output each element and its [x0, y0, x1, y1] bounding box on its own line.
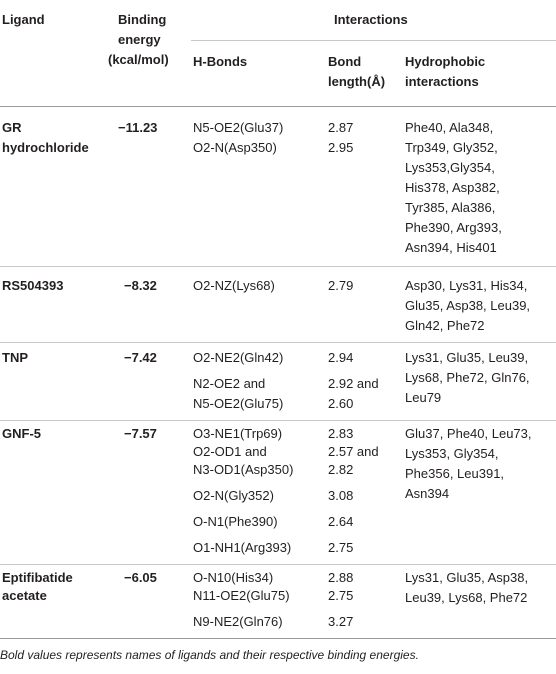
ligand-name: GR — [2, 120, 22, 135]
row-divider — [0, 266, 556, 267]
hbond: N2-OE2 and — [193, 376, 266, 391]
hydrophobic: Asn394, His401 — [405, 240, 497, 255]
ligand-name: GNF-5 — [2, 426, 41, 441]
header-binding-energy-3: (kcal/mol) — [108, 52, 169, 67]
bond-length: 2.57 and — [328, 444, 379, 459]
header-interactions: Interactions — [334, 12, 408, 27]
bond-length: 3.27 — [328, 614, 354, 629]
header-bond-length-2: length(Å) — [328, 74, 386, 89]
hydrophobic: Glu37, Phe40, Leu73, — [405, 426, 532, 441]
row-divider — [0, 564, 556, 565]
hydrophobic: Lys31, Glu35, Leu39, — [405, 350, 529, 365]
hydrophobic: Lys353, Gly354, — [405, 446, 499, 461]
header-hbonds: H-Bonds — [193, 54, 248, 69]
hbond: O-N1(Phe390) — [193, 514, 278, 529]
header-hydrophobic-2: interactions — [405, 74, 479, 89]
bond-length: 2.75 — [328, 540, 354, 555]
binding-energy: −11.23 — [118, 120, 158, 135]
header-subdivider — [191, 40, 556, 41]
ligand-name: RS504393 — [2, 278, 64, 293]
table-bottom-rule — [0, 638, 556, 639]
hydrophobic: Phe40, Ala348, — [405, 120, 494, 135]
row-divider — [0, 420, 556, 421]
hydrophobic: Glu35, Asp38, Leu39, — [405, 298, 531, 313]
hbond: O3-NE1(Trp69) — [193, 426, 283, 441]
bond-length: 3.08 — [328, 488, 354, 503]
ligand-name: hydrochloride — [2, 140, 89, 155]
row-divider — [0, 342, 556, 343]
header-binding-energy-1: Binding — [118, 12, 167, 27]
hbond: O2-N(Gly352) — [193, 488, 274, 503]
hydrophobic: Phe356, Leu391, — [405, 466, 505, 481]
hydrophobic: Phe390, Arg393, — [405, 220, 502, 235]
hydrophobic: Lys68, Phe72, Gln76, — [405, 370, 530, 385]
bond-length: 2.82 — [328, 462, 354, 477]
hbond: O2-NE2(Gln42) — [193, 350, 284, 365]
hbond: N11-OE2(Glu75) — [193, 588, 290, 603]
header-ligand: Ligand — [2, 12, 45, 27]
bond-length: 2.95 — [328, 140, 354, 155]
ligand-name: acetate — [2, 588, 47, 603]
hydrophobic: Tyr385, Ala386, — [405, 200, 496, 215]
bond-length: 2.64 — [328, 514, 354, 529]
hbond: N5-OE2(Glu37) — [193, 120, 284, 135]
hydrophobic: Trp349, Gly352, — [405, 140, 498, 155]
bond-length: 2.79 — [328, 278, 354, 293]
hbond: O1-NH1(Arg393) — [193, 540, 292, 555]
binding-energy: −6.05 — [124, 570, 157, 585]
table-footnote: Bold values represents names of ligands … — [0, 648, 419, 662]
hydrophobic: Gln42, Phe72 — [405, 318, 485, 333]
header-divider — [0, 106, 556, 107]
binding-energy: −8.32 — [124, 278, 157, 293]
hbond: O2-OD1 and — [193, 444, 267, 459]
hbond: O-N10(His34) — [193, 570, 274, 585]
hbond: N5-OE2(Glu75) — [193, 396, 284, 411]
binding-energy: −7.42 — [124, 350, 157, 365]
bond-length: 2.75 — [328, 588, 354, 603]
ligand-name: Eptifibatide — [2, 570, 73, 585]
bond-length: 2.60 — [328, 396, 354, 411]
hydrophobic: His378, Asp382, — [405, 180, 500, 195]
hbond: N3-OD1(Asp350) — [193, 462, 294, 477]
bond-length: 2.88 — [328, 570, 354, 585]
header-hydrophobic-1: Hydrophobic — [405, 54, 486, 69]
ligand-name: TNP — [2, 350, 28, 365]
hbond: O2-NZ(Lys68) — [193, 278, 275, 293]
bond-length: 2.83 — [328, 426, 354, 441]
hbond: O2-N(Asp350) — [193, 140, 277, 155]
hydrophobic: Asp30, Lys31, His34, — [405, 278, 528, 293]
hbond: N9-NE2(Gln76) — [193, 614, 283, 629]
header-bond-length-1: Bond — [328, 54, 362, 69]
hydrophobic: Leu79 — [405, 390, 442, 405]
bond-length: 2.92 and — [328, 376, 379, 391]
hydrophobic: Lys353,Gly354, — [405, 160, 495, 175]
hydrophobic: Leu39, Lys68, Phe72 — [405, 590, 528, 605]
binding-energy: −7.57 — [124, 426, 157, 441]
hydrophobic: Lys31, Glu35, Asp38, — [405, 570, 529, 585]
header-binding-energy-2: energy — [118, 32, 161, 47]
hydrophobic: Asn394 — [405, 486, 450, 501]
bond-length: 2.87 — [328, 120, 354, 135]
bond-length: 2.94 — [328, 350, 354, 365]
